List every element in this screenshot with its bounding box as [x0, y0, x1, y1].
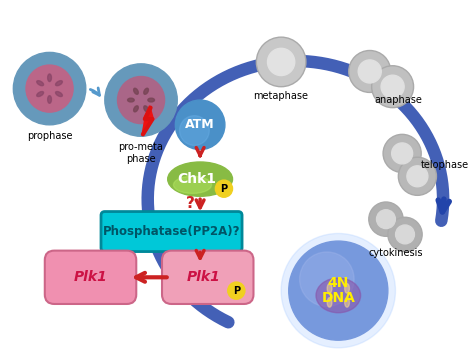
Text: metaphase: metaphase: [254, 91, 309, 102]
Ellipse shape: [345, 298, 349, 307]
Text: telophase: telophase: [421, 160, 469, 170]
Text: ATM: ATM: [185, 118, 215, 131]
Circle shape: [381, 75, 404, 98]
Circle shape: [358, 60, 381, 83]
Circle shape: [215, 180, 233, 197]
Ellipse shape: [36, 91, 44, 96]
Ellipse shape: [165, 253, 251, 302]
Circle shape: [300, 252, 354, 306]
FancyBboxPatch shape: [162, 250, 254, 304]
Ellipse shape: [327, 298, 332, 307]
Circle shape: [118, 76, 164, 124]
Ellipse shape: [134, 106, 138, 112]
Ellipse shape: [144, 88, 148, 94]
Circle shape: [398, 157, 437, 195]
Circle shape: [388, 217, 422, 252]
Text: Plk1: Plk1: [187, 270, 221, 284]
Circle shape: [26, 65, 73, 112]
Text: cytokinesis: cytokinesis: [368, 248, 423, 258]
Ellipse shape: [327, 284, 332, 293]
Circle shape: [349, 51, 391, 92]
Circle shape: [376, 210, 395, 229]
Circle shape: [267, 48, 295, 76]
Text: Plk1: Plk1: [73, 270, 108, 284]
Circle shape: [383, 134, 421, 173]
Text: 4N
DNA: 4N DNA: [321, 276, 355, 305]
Circle shape: [281, 233, 395, 348]
Ellipse shape: [55, 91, 63, 96]
Circle shape: [228, 282, 245, 299]
Circle shape: [369, 202, 403, 236]
Circle shape: [13, 52, 86, 125]
Circle shape: [175, 100, 225, 150]
Ellipse shape: [345, 284, 349, 293]
Text: pro-meta
phase: pro-meta phase: [118, 142, 164, 163]
Text: Chk1: Chk1: [177, 172, 216, 186]
Text: ?: ?: [186, 197, 195, 211]
Text: Phosphatase(PP2A)?: Phosphatase(PP2A)?: [103, 225, 240, 238]
Ellipse shape: [36, 81, 44, 86]
Ellipse shape: [134, 88, 138, 94]
Text: P: P: [233, 286, 240, 296]
Text: anaphase: anaphase: [374, 95, 422, 105]
Ellipse shape: [55, 81, 63, 86]
Ellipse shape: [128, 98, 134, 102]
Polygon shape: [142, 106, 154, 135]
Ellipse shape: [48, 96, 52, 103]
FancyBboxPatch shape: [45, 250, 136, 304]
Circle shape: [180, 116, 209, 145]
Circle shape: [372, 66, 414, 108]
Ellipse shape: [148, 98, 155, 102]
Ellipse shape: [316, 278, 361, 313]
Circle shape: [256, 37, 306, 87]
Circle shape: [105, 64, 177, 136]
Ellipse shape: [48, 74, 52, 82]
Ellipse shape: [144, 106, 148, 112]
Text: P: P: [220, 184, 228, 194]
Circle shape: [289, 241, 388, 340]
Circle shape: [392, 143, 413, 164]
FancyBboxPatch shape: [101, 211, 242, 252]
Circle shape: [407, 166, 428, 187]
Ellipse shape: [173, 176, 211, 193]
Circle shape: [396, 225, 414, 244]
Text: prophase: prophase: [27, 131, 73, 141]
Ellipse shape: [168, 162, 233, 196]
